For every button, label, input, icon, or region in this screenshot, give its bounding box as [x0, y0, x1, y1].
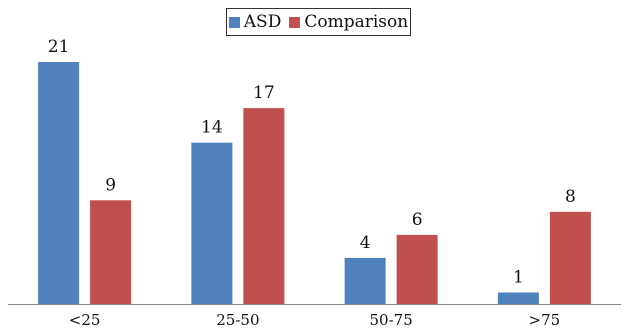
- legend-swatch-comparison: [289, 16, 301, 28]
- legend-label-asd: ASD: [243, 12, 282, 32]
- legend-item-comparison: Comparison: [289, 12, 408, 32]
- legend-swatch-asd: [228, 16, 240, 28]
- data-label-comparison-2: 6: [412, 210, 423, 230]
- data-label-asd-2: 4: [360, 233, 371, 253]
- data-label-comparison-0: 9: [105, 175, 116, 195]
- data-label-asd-0: 21: [48, 37, 70, 57]
- x-tick-label-0: <25: [69, 311, 101, 329]
- chart-legend: ASD Comparison: [226, 8, 411, 36]
- data-label-comparison-3: 8: [565, 187, 576, 207]
- x-tick-label-2: 50-75: [370, 311, 413, 329]
- data-label-asd-1: 14: [201, 118, 223, 138]
- bar-asd-2: [344, 257, 386, 304]
- bar-comparison-2: [396, 234, 438, 304]
- x-tick-label-3: >75: [529, 311, 561, 329]
- bar-comparison-1: [243, 108, 285, 304]
- bar-asd-0: [38, 62, 80, 304]
- bar-asd-3: [497, 292, 539, 304]
- legend-item-asd: ASD: [228, 12, 282, 32]
- legend-label-comparison: Comparison: [304, 12, 409, 32]
- data-label-asd-3: 1: [513, 267, 524, 287]
- bar-comparison-0: [90, 200, 132, 304]
- data-label-comparison-1: 17: [253, 83, 275, 103]
- bar-comparison-3: [549, 211, 591, 304]
- bar-asd-1: [191, 142, 233, 304]
- x-tick-label-1: 25-50: [216, 311, 259, 329]
